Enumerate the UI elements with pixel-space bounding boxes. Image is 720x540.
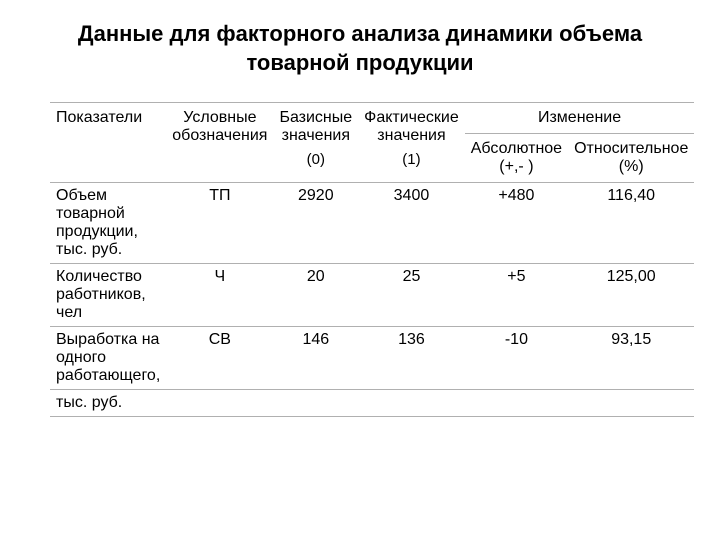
actual-note: (1) — [364, 151, 459, 168]
col-header-rel: Относительное (%) — [568, 134, 694, 183]
cell-rel: 116,40 — [568, 183, 694, 264]
cell-base: 2920 — [273, 183, 358, 264]
cell-abs: +480 — [465, 183, 568, 264]
cell-notation: Ч — [166, 264, 273, 327]
cell-actual: 3400 — [358, 183, 465, 264]
cell-abs: +5 — [465, 264, 568, 327]
table-row-footer: тыс. руб. — [50, 390, 694, 417]
col-header-base: Базисные значения (0) — [273, 103, 358, 183]
cell-base: 146 — [273, 327, 358, 390]
table-row: Количество работников, чел Ч 20 25 +5 12… — [50, 264, 694, 327]
col-header-change: Изменение — [465, 103, 695, 134]
cell-notation: ТП — [166, 183, 273, 264]
cell-empty — [273, 390, 358, 417]
cell-indicator: тыс. руб. — [50, 390, 166, 417]
base-note: (0) — [279, 151, 352, 168]
table-row: Объем товарной продукции, тыс. руб. ТП 2… — [50, 183, 694, 264]
col-header-indicator: Показатели — [50, 103, 166, 183]
page-title: Данные для факторного анализа динамики о… — [50, 20, 670, 77]
cell-rel: 125,00 — [568, 264, 694, 327]
cell-empty — [465, 390, 568, 417]
cell-empty — [568, 390, 694, 417]
cell-indicator: Объем товарной продукции, тыс. руб. — [50, 183, 166, 264]
data-table: Показатели Условные обозначения Базисные… — [50, 102, 694, 417]
cell-base: 20 — [273, 264, 358, 327]
cell-rel: 93,15 — [568, 327, 694, 390]
cell-actual: 25 — [358, 264, 465, 327]
col-header-abs: Абсолютное (+,- ) — [465, 134, 568, 183]
cell-empty — [358, 390, 465, 417]
cell-indicator: Выработка на одного работающего, — [50, 327, 166, 390]
col-header-notation: Условные обозначения — [166, 103, 273, 183]
cell-indicator: Количество работников, чел — [50, 264, 166, 327]
cell-actual: 136 — [358, 327, 465, 390]
header-row-1: Показатели Условные обозначения Базисные… — [50, 103, 694, 134]
cell-notation: СВ — [166, 327, 273, 390]
col-header-actual: Фактические значения (1) — [358, 103, 465, 183]
cell-empty — [166, 390, 273, 417]
cell-abs: -10 — [465, 327, 568, 390]
table-row: Выработка на одного работающего, СВ 146 … — [50, 327, 694, 390]
